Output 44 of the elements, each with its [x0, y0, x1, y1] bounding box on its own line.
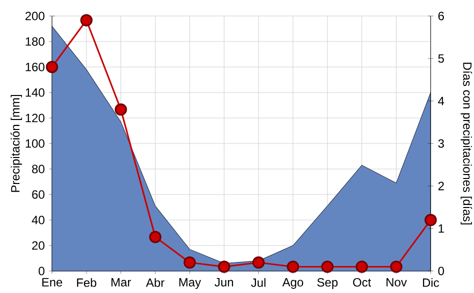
point	[46, 60, 58, 74]
x-tick-label: Feb	[77, 278, 96, 287]
x-tick-label: May	[179, 278, 202, 289]
x-tick-label: Dic	[422, 278, 440, 287]
y-axis-title: Precipitación [mm]	[10, 95, 22, 192]
x-tick-label: Ene	[42, 278, 62, 286]
x-tick-label: Abr	[146, 278, 164, 287]
point	[114, 103, 127, 116]
x-tick-label: Sep	[317, 278, 338, 289]
point	[321, 260, 334, 273]
y2-tick-label: 4	[438, 96, 444, 106]
y2-tick-label: 0	[438, 266, 444, 276]
y2-tick-label: 2	[438, 182, 444, 190]
point	[286, 260, 300, 273]
x-tick-label: Nov	[386, 278, 407, 286]
y-tick-label: 60	[32, 190, 44, 199]
x-tick-label: Jul	[251, 278, 266, 287]
x-tick-label: Ago	[282, 278, 304, 289]
point	[149, 230, 162, 244]
point	[424, 214, 437, 226]
y2-axis-title: Días con precipitaciones [días]	[460, 62, 472, 224]
point	[184, 256, 196, 269]
y-tick-label: 20	[32, 241, 44, 250]
x-tick-label: Jun	[214, 278, 234, 286]
point	[218, 260, 230, 273]
y-tick-label: 180	[26, 37, 44, 46]
y-tick-label: 200	[25, 12, 44, 20]
point	[80, 14, 93, 26]
y-tick-label: 100	[26, 139, 44, 148]
x-tick-label: Mar	[112, 278, 131, 286]
y-tick-label: 120	[26, 114, 44, 122]
y2-tick-label: 1	[438, 224, 444, 233]
point	[356, 260, 368, 273]
x-tick-label: Oct	[353, 278, 372, 287]
y-tick-label: 40	[32, 216, 44, 224]
y-tick-label: 160	[26, 62, 44, 72]
y2-tick-label: 3	[438, 139, 444, 148]
y2-tick-label: 6	[438, 12, 444, 20]
point	[252, 256, 265, 269]
y-tick-label: 80	[32, 164, 44, 174]
y-tick-label: 0	[38, 266, 44, 276]
y2-tick-label: 5	[438, 54, 444, 63]
point	[390, 260, 402, 273]
y-tick-label: 140	[26, 88, 44, 97]
